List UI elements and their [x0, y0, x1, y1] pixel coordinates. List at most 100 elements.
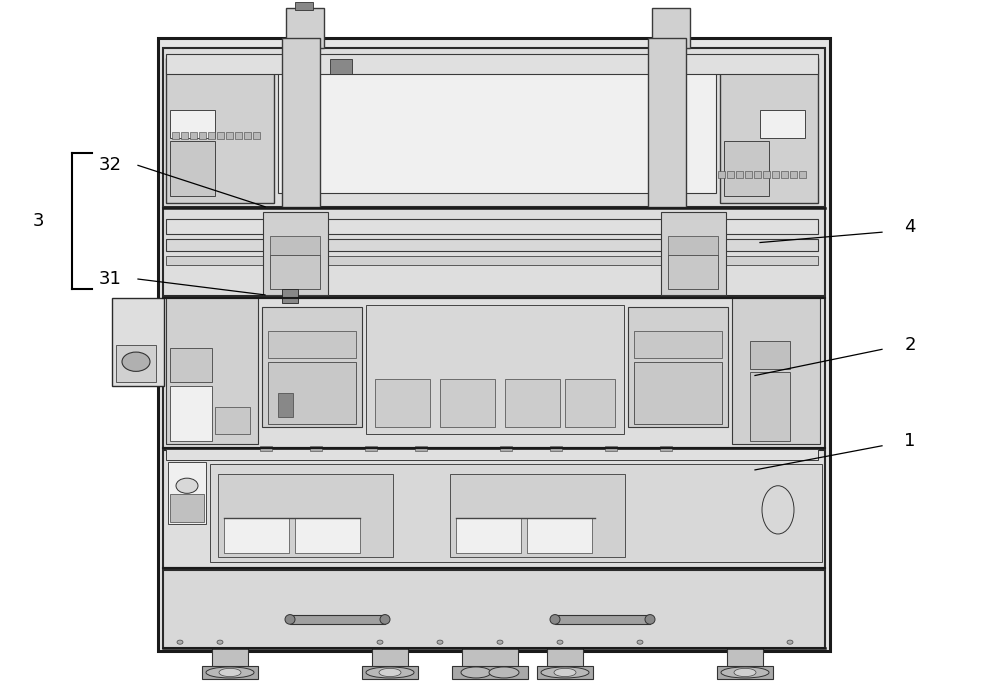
Bar: [290, 615, 385, 624]
Bar: [537, 666, 593, 679]
Bar: [668, 236, 718, 255]
Bar: [166, 219, 818, 234]
Bar: [215, 407, 250, 434]
Bar: [790, 171, 797, 178]
Bar: [462, 648, 518, 668]
Bar: [628, 307, 728, 427]
Bar: [505, 379, 560, 427]
Bar: [190, 132, 197, 139]
Bar: [754, 171, 761, 178]
Bar: [372, 648, 408, 668]
Text: 2: 2: [904, 336, 916, 353]
Ellipse shape: [554, 668, 576, 677]
Bar: [295, 2, 313, 10]
Ellipse shape: [645, 615, 655, 624]
Bar: [217, 132, 224, 139]
Ellipse shape: [721, 667, 769, 678]
Bar: [745, 171, 752, 178]
Ellipse shape: [380, 615, 390, 624]
Bar: [166, 58, 274, 203]
Bar: [555, 615, 650, 624]
Bar: [717, 666, 773, 679]
Bar: [163, 48, 825, 207]
Ellipse shape: [176, 478, 198, 493]
Bar: [727, 648, 763, 668]
Bar: [244, 132, 251, 139]
Bar: [456, 518, 521, 553]
Bar: [366, 305, 624, 434]
Bar: [550, 446, 562, 451]
Bar: [262, 307, 362, 427]
Bar: [166, 256, 818, 265]
Bar: [330, 59, 352, 74]
Ellipse shape: [206, 667, 254, 678]
Bar: [565, 379, 615, 427]
Ellipse shape: [637, 640, 643, 644]
Bar: [295, 518, 360, 553]
Bar: [415, 446, 427, 451]
Bar: [772, 171, 779, 178]
Bar: [760, 110, 805, 138]
Bar: [799, 171, 806, 178]
Bar: [527, 518, 592, 553]
Bar: [235, 132, 242, 139]
Ellipse shape: [734, 668, 756, 677]
Ellipse shape: [489, 667, 519, 678]
Bar: [268, 362, 356, 424]
Bar: [286, 8, 324, 48]
Ellipse shape: [541, 667, 589, 678]
Ellipse shape: [219, 668, 241, 677]
Bar: [547, 648, 583, 668]
Bar: [362, 666, 418, 679]
Bar: [268, 331, 356, 358]
Bar: [282, 38, 320, 207]
Bar: [163, 450, 825, 568]
Bar: [116, 344, 156, 382]
Bar: [224, 518, 289, 553]
Bar: [661, 212, 726, 295]
Bar: [763, 171, 770, 178]
Bar: [736, 171, 743, 178]
Bar: [112, 298, 164, 386]
Bar: [278, 393, 293, 417]
Ellipse shape: [550, 615, 560, 624]
Bar: [170, 141, 215, 196]
Ellipse shape: [787, 640, 793, 644]
Bar: [170, 386, 212, 441]
Bar: [166, 298, 258, 444]
Ellipse shape: [177, 640, 183, 644]
Ellipse shape: [762, 486, 794, 534]
Bar: [634, 362, 722, 424]
Bar: [199, 132, 206, 139]
Bar: [727, 171, 734, 178]
Bar: [218, 474, 393, 557]
Bar: [375, 379, 430, 427]
Text: 31: 31: [99, 270, 121, 288]
Ellipse shape: [285, 615, 295, 624]
Bar: [310, 446, 322, 451]
Bar: [724, 141, 769, 196]
Bar: [208, 132, 215, 139]
Text: 3: 3: [32, 212, 44, 230]
Bar: [210, 464, 822, 562]
Ellipse shape: [366, 667, 414, 678]
Bar: [170, 348, 212, 382]
Bar: [163, 298, 825, 448]
Ellipse shape: [379, 668, 401, 677]
Bar: [440, 379, 495, 427]
Bar: [282, 289, 298, 303]
Ellipse shape: [122, 352, 150, 371]
Bar: [202, 666, 258, 679]
Bar: [660, 446, 672, 451]
Bar: [450, 474, 625, 557]
Text: 1: 1: [904, 432, 916, 450]
Bar: [668, 255, 718, 289]
Bar: [648, 38, 686, 207]
Ellipse shape: [377, 640, 383, 644]
Bar: [652, 8, 690, 48]
Bar: [253, 132, 260, 139]
Bar: [720, 58, 818, 203]
Bar: [634, 331, 722, 358]
Bar: [500, 446, 512, 451]
Bar: [605, 446, 617, 451]
